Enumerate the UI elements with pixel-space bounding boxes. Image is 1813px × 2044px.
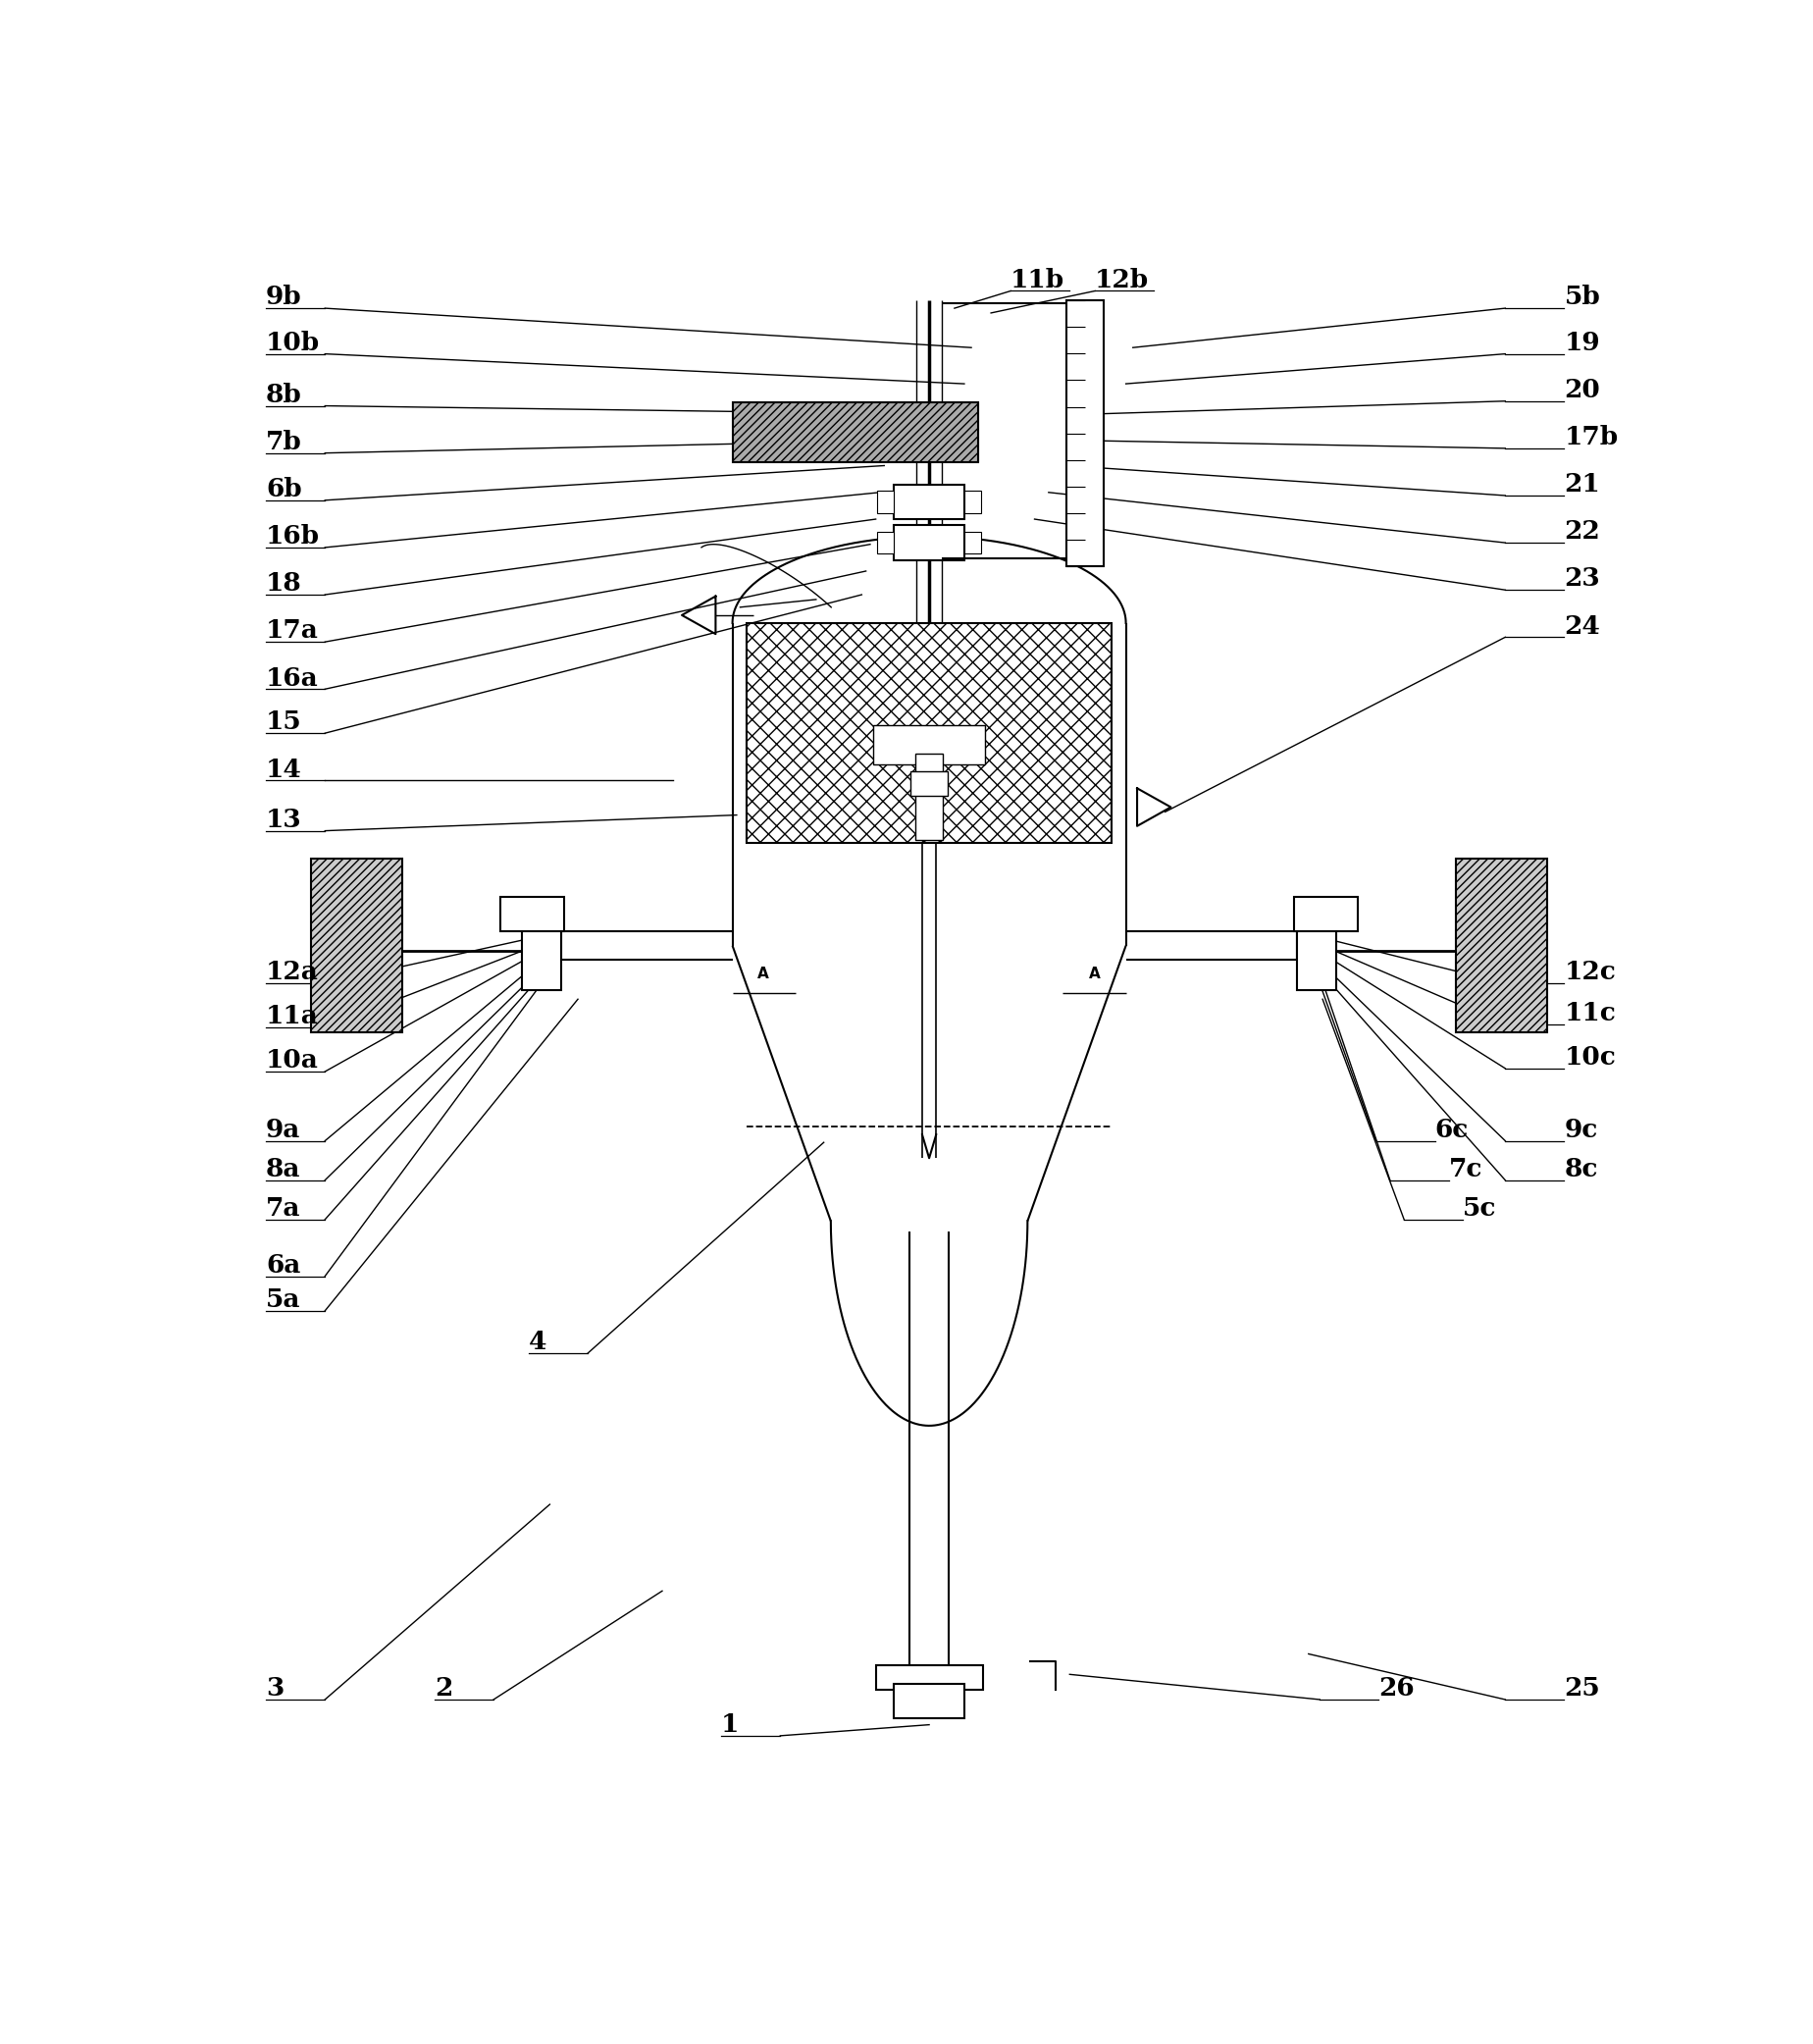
Text: 22: 22 (1565, 519, 1601, 544)
Text: 8a: 8a (267, 1157, 301, 1181)
Text: 1: 1 (722, 1713, 740, 1737)
Text: 8b: 8b (267, 382, 303, 407)
Text: 10b: 10b (267, 331, 321, 356)
Text: 16a: 16a (267, 666, 319, 691)
Bar (876, 1666, 983, 1690)
Bar (910, 771, 948, 797)
Text: 12b: 12b (1095, 268, 1149, 292)
Bar (965, 531, 981, 554)
Text: A: A (758, 967, 769, 981)
Text: 17b: 17b (1565, 425, 1619, 450)
Bar (312, 858, 402, 1032)
Text: 12a: 12a (267, 961, 319, 985)
Text: 6b: 6b (267, 476, 303, 501)
Bar (894, 484, 965, 519)
Text: 12c: 12c (1565, 961, 1615, 985)
Bar (747, 623, 1111, 844)
Bar (877, 531, 894, 554)
Bar (874, 726, 986, 764)
Bar (965, 491, 981, 513)
Bar (894, 1684, 965, 1719)
Text: 23: 23 (1565, 566, 1601, 591)
Text: 16b: 16b (267, 523, 319, 548)
Bar (522, 901, 560, 989)
Bar (1066, 300, 1104, 566)
Text: 11a: 11a (267, 1004, 319, 1028)
Text: 21: 21 (1565, 472, 1601, 497)
Text: 9a: 9a (267, 1118, 301, 1143)
Text: 15: 15 (267, 709, 303, 734)
Text: 4: 4 (529, 1331, 548, 1355)
Text: 10a: 10a (267, 1049, 319, 1073)
Text: 17a: 17a (267, 619, 319, 644)
Bar (894, 525, 965, 560)
Bar (1456, 858, 1546, 1032)
Text: 5a: 5a (267, 1288, 301, 1312)
Text: 6c: 6c (1436, 1118, 1469, 1143)
Text: 25: 25 (1565, 1676, 1601, 1701)
Text: 7b: 7b (267, 429, 303, 454)
Text: 19: 19 (1565, 331, 1601, 356)
Bar (732, 403, 979, 462)
Text: 8c: 8c (1565, 1157, 1597, 1181)
Text: 9b: 9b (267, 284, 303, 309)
Text: 5c: 5c (1463, 1196, 1498, 1220)
Text: 6a: 6a (267, 1253, 301, 1278)
Bar (1298, 901, 1336, 989)
Text: 26: 26 (1378, 1676, 1414, 1701)
Text: 9c: 9c (1565, 1118, 1597, 1143)
Text: 7c: 7c (1449, 1157, 1483, 1181)
Text: 14: 14 (267, 756, 303, 781)
Text: 2: 2 (435, 1676, 453, 1701)
Text: 11c: 11c (1565, 1002, 1615, 1026)
Text: 5b: 5b (1565, 284, 1601, 309)
Text: 20: 20 (1565, 378, 1601, 403)
Text: 13: 13 (267, 807, 303, 832)
Bar (1294, 897, 1358, 932)
Text: 7a: 7a (267, 1196, 301, 1220)
Text: 11b: 11b (1010, 268, 1064, 292)
Bar (500, 897, 564, 932)
Bar (877, 491, 894, 513)
Bar (916, 754, 943, 840)
Text: 10c: 10c (1565, 1044, 1615, 1069)
Text: 18: 18 (267, 572, 303, 597)
Text: A: A (1090, 967, 1100, 981)
Text: 24: 24 (1565, 613, 1601, 638)
Text: 3: 3 (267, 1676, 285, 1701)
